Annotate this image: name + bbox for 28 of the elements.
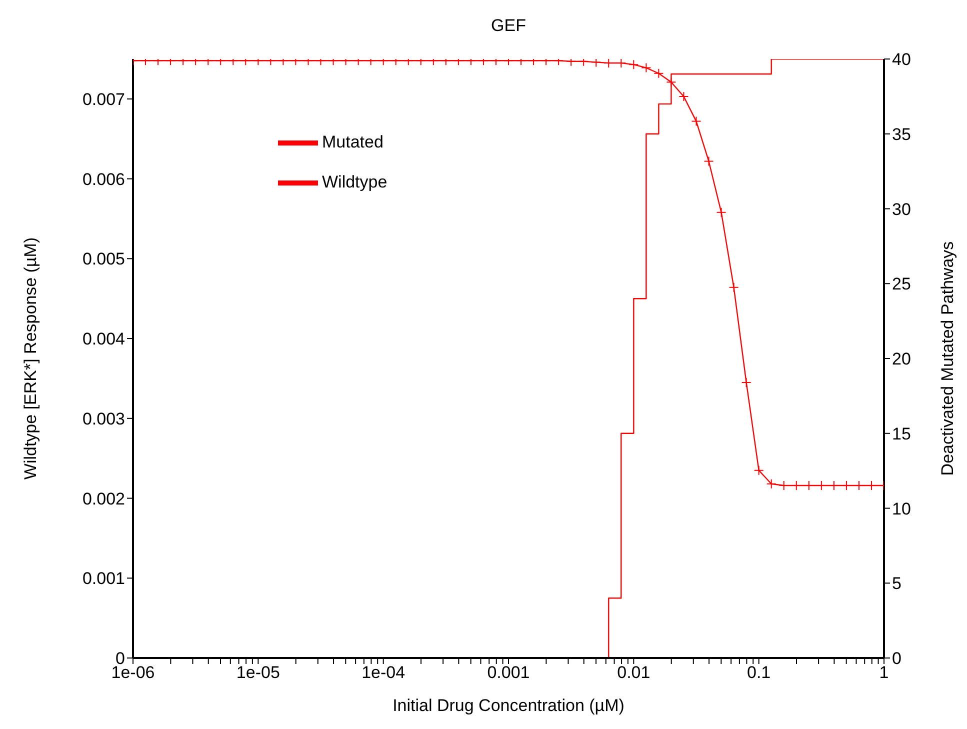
y2-tick-label: 15 — [892, 424, 911, 444]
y-tick-label: 0.001 — [82, 569, 125, 588]
y2-tick-label: 10 — [892, 499, 911, 518]
x-tick-label: 0.1 — [747, 663, 771, 682]
x-tick-label: 0.001 — [487, 663, 530, 682]
y2-tick-label: 40 — [892, 50, 911, 70]
y2-axis-title: Deactivated Mutated Pathways — [938, 241, 958, 476]
x-axis-title: Initial Drug Concentration (µM) — [392, 696, 624, 715]
chart-title: GEF — [490, 16, 527, 36]
y-tick-label: 0.002 — [82, 489, 125, 508]
x-tick-label: 1e-04 — [362, 663, 406, 682]
y-tick-label: 0.006 — [82, 170, 125, 189]
legend-label: Mutated — [322, 132, 384, 152]
x-tick-label: 1 — [879, 663, 889, 682]
legend-label: Wildtype — [322, 172, 388, 192]
y2-tick-label: 0 — [892, 649, 902, 668]
x-tick-label: 1e-05 — [236, 663, 280, 682]
y-tick-label: 0.003 — [82, 409, 125, 428]
y-tick-label: 0.004 — [82, 330, 125, 349]
y-tick-label: 0.005 — [82, 250, 125, 269]
y2-tick-label: 5 — [892, 574, 902, 594]
y-tick-label: 0.007 — [82, 90, 125, 109]
y2-tick-label: 30 — [892, 200, 911, 219]
y2-tick-label: 35 — [892, 124, 911, 144]
y-axis-title: Wildtype [ERK*] Response (µM) — [21, 237, 40, 480]
y2-tick-label: 25 — [892, 274, 911, 294]
y2-tick-label: 20 — [892, 350, 911, 369]
x-tick-label: 0.01 — [617, 663, 650, 682]
